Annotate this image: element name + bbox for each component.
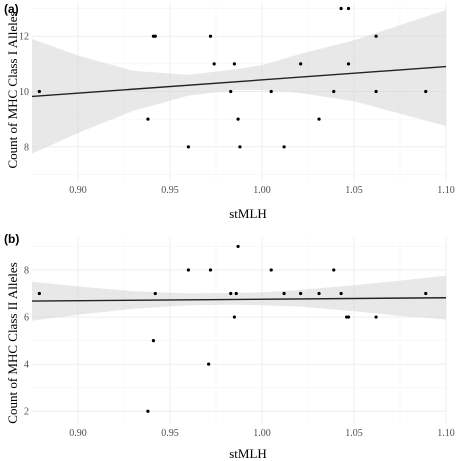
panel-a-data-point: [269, 89, 273, 94]
panel-b-data-point: [299, 291, 303, 296]
panel-b-data-point: [229, 291, 233, 296]
panel-b-y-tick-label: 8: [24, 265, 29, 276]
panel-b-data-point: [153, 291, 157, 296]
panel-a-x-tick-label: 0.90: [69, 185, 87, 196]
panel-a-x-tick-label: 0.95: [161, 185, 179, 196]
panel-b-data-point: [282, 291, 286, 296]
panel-b-regression-line: [31, 297, 447, 302]
panel-b-x-tick-label: 1.00: [253, 428, 271, 439]
panel-a-data-point: [332, 89, 336, 94]
panel-b-x-axis-title: stMLH: [229, 446, 267, 461]
panel-a-data-point: [374, 34, 378, 38]
panel-b-x-tick-label: 1.05: [345, 428, 363, 439]
panel-a-plot-area: [31, 3, 447, 180]
panel-a-data-point: [186, 145, 190, 149]
panel-b-x-tick-label: 0.95: [161, 428, 179, 439]
panel-b-data-point: [151, 338, 156, 343]
panel-b-data-point: [269, 268, 273, 272]
panel-a-data-point: [236, 117, 240, 121]
panel-a-data-point: [238, 145, 242, 149]
panel-b-data-point: [236, 244, 240, 249]
panel-a-x-tick-label: 1.05: [345, 185, 363, 196]
panel-a-label: (a): [4, 2, 19, 16]
panel-b-data-point: [346, 315, 351, 319]
panel-b-data-point: [332, 268, 336, 272]
panel-a-data-point: [146, 117, 150, 121]
panel-a-data-point: [346, 62, 351, 66]
panel-b-data-point: [146, 409, 150, 413]
panel-b-x-tick-label: 0.90: [69, 428, 87, 439]
panel-b-data-point: [186, 268, 190, 272]
panel-a-data-point: [212, 62, 216, 66]
panel-a-data-point: [208, 34, 213, 38]
panel-b-data-point: [234, 291, 238, 296]
panel-a-data-point: [229, 89, 233, 94]
panel-b-data-point: [208, 268, 213, 272]
panel-a-data-point: [317, 117, 321, 121]
panel-a-data-point: [299, 62, 303, 66]
panel-a-y-tick-label: 8: [24, 142, 29, 153]
panel-a-data-point: [232, 62, 236, 66]
panel-b-data-point: [374, 315, 378, 319]
panel-b-data-point: [207, 362, 211, 366]
panel-a-x-tick-label: 1.10: [437, 185, 455, 196]
panel-b-data-point: [317, 291, 321, 296]
panel-a-data-point: [374, 89, 378, 94]
panel-a-x-tick-label: 1.00: [253, 185, 271, 196]
panel-b-y-axis-title: Count of MHC Class II Alleles: [5, 262, 20, 423]
panel-b-data-point: [37, 291, 41, 296]
panel-a-data-point: [339, 6, 343, 11]
panel-b: (b) Count of MHC Class II Alleles stMLH …: [4, 232, 455, 461]
panel-b-confidence-band: [32, 275, 446, 321]
panel-a-y-tick-label: 12: [19, 32, 29, 43]
panel-b-y-tick-label: 6: [24, 313, 29, 324]
panel-b-data-point: [424, 291, 428, 296]
panel-a-x-axis-title: stMLH: [229, 206, 267, 221]
panel-b-label: (b): [4, 232, 19, 246]
panel-a-data-point: [37, 89, 41, 94]
panel-b-x-tick-label: 1.10: [437, 428, 455, 439]
panel-b-y-tick-label: 4: [24, 360, 29, 371]
panel-b-data-point: [339, 291, 343, 296]
panel-b-data-point: [232, 315, 236, 319]
panel-a-data-point: [153, 34, 157, 38]
panel-b-y-tick-label: 2: [24, 407, 29, 418]
panel-b-plot-area: [31, 237, 447, 423]
panel-a-data-point: [424, 89, 428, 94]
panel-a-regression-line: [31, 65, 447, 98]
panel-a: (a) Count of MHC Class I Alleles stMLH 0…: [4, 2, 455, 221]
panel-a-y-axis-title: Count of MHC Class I Alleles: [5, 11, 20, 168]
panel-a-y-tick-label: 10: [19, 87, 29, 98]
panel-a-data-point: [346, 6, 351, 11]
panel-a-data-point: [282, 145, 286, 149]
